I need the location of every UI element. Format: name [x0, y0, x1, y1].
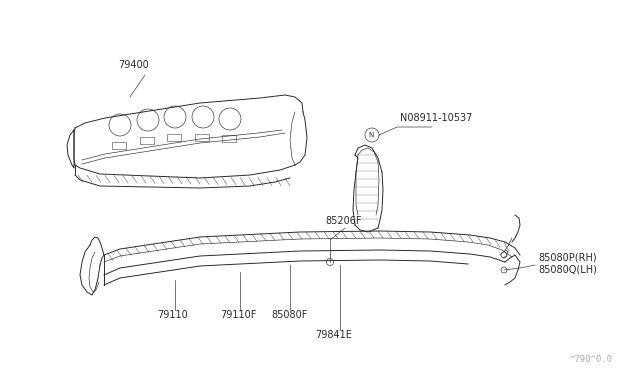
- Bar: [112, 142, 126, 149]
- Text: 79841E: 79841E: [315, 330, 352, 340]
- Text: ^790^0.0: ^790^0.0: [570, 355, 613, 364]
- Text: 79110F: 79110F: [220, 310, 257, 320]
- Bar: [167, 134, 181, 141]
- Text: 85206F: 85206F: [325, 216, 362, 226]
- Bar: [140, 137, 154, 144]
- Text: 85080F: 85080F: [271, 310, 307, 320]
- Text: N: N: [368, 132, 373, 138]
- Text: 85080P(RH): 85080P(RH): [538, 252, 596, 262]
- Bar: [195, 134, 209, 141]
- Text: N08911-10537: N08911-10537: [400, 113, 472, 123]
- Bar: [222, 135, 236, 142]
- Text: 79110: 79110: [157, 310, 188, 320]
- Text: 85080Q(LH): 85080Q(LH): [538, 264, 597, 274]
- Text: 79400: 79400: [118, 60, 148, 70]
